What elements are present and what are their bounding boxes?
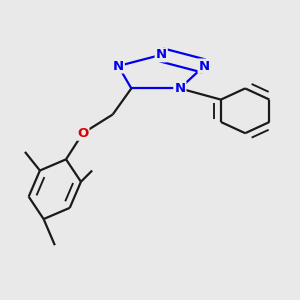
Text: N: N [156, 48, 167, 61]
Text: N: N [174, 82, 185, 95]
Text: O: O [77, 127, 88, 140]
Text: N: N [113, 59, 124, 73]
Text: N: N [199, 59, 210, 73]
